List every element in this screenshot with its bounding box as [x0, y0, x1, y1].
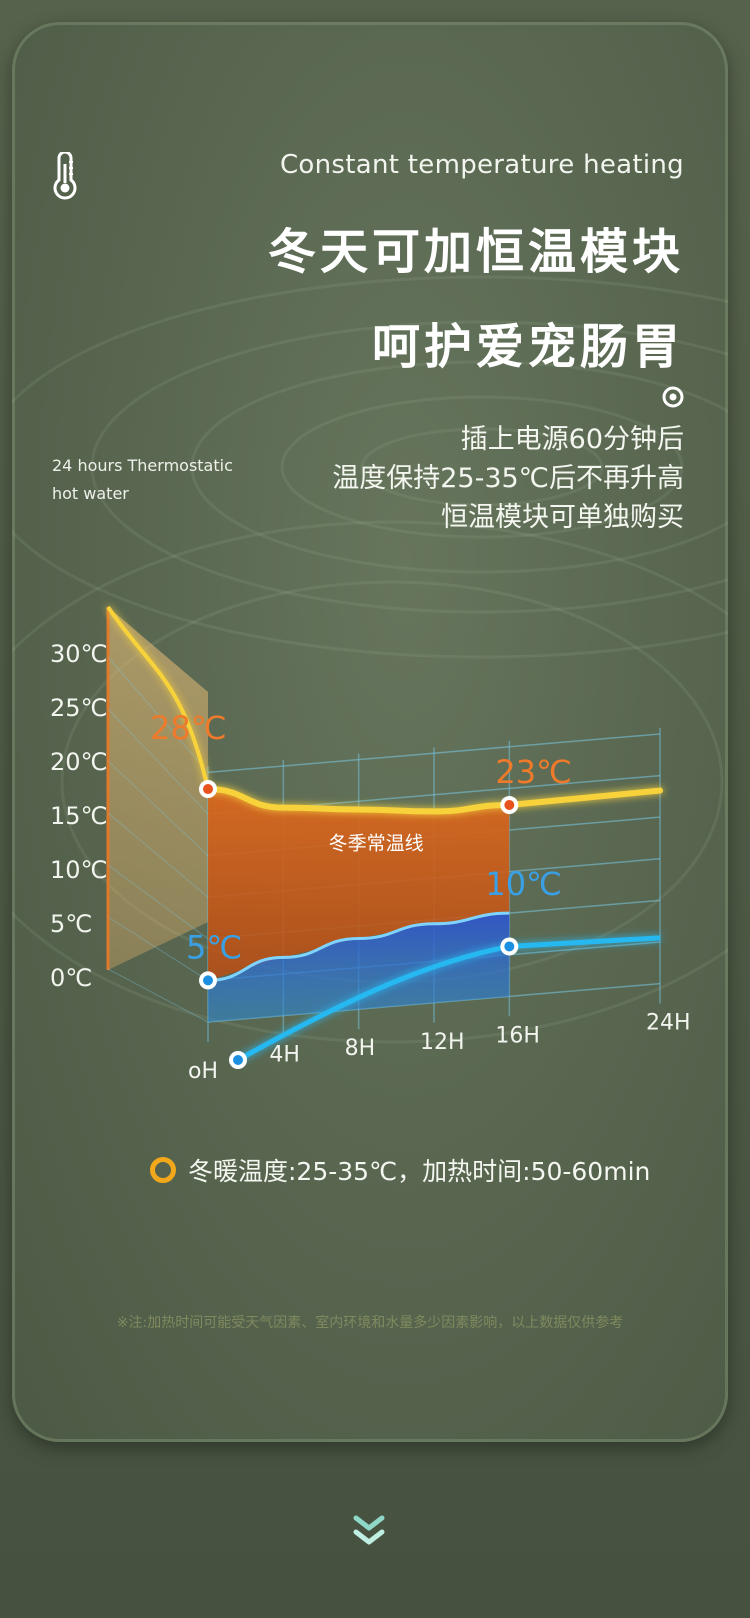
- grid-depth-line: [107, 864, 209, 940]
- grid-depth-line: [107, 812, 209, 898]
- content-card: Constant temperature heating 冬天可加恒温模块 呵护…: [12, 22, 728, 1442]
- grid-depth-line: [107, 760, 209, 856]
- cold-floor-start-point: [233, 1055, 243, 1065]
- warm-curve: [205, 786, 663, 815]
- footnote: ※注:加热时间可能受天气因素、室内环境和水量多少因素影响，以上数据仅供参考: [116, 1315, 624, 1331]
- x-tick-label: 4H: [269, 1043, 300, 1068]
- chart-labels: 30℃ 25℃ 20℃ 15℃ 10℃ 5℃ 0℃ oH 4H 8H 12H 16H 24H 28℃ 23℃…: [50, 640, 691, 1084]
- chart-curves: [106, 605, 663, 1063]
- annotation-label: 10℃: [485, 865, 562, 903]
- description-line-1: 插上电源60分钟后: [460, 424, 684, 455]
- warm-band-area: [208, 789, 510, 981]
- target-icon: [662, 386, 684, 408]
- description-line-3: 恒温模块可单独购买: [441, 502, 684, 533]
- y-tick-label: 5℃: [50, 910, 92, 938]
- x-tick-label: 24H: [646, 1011, 691, 1036]
- y-tick-label: 10℃: [50, 856, 108, 884]
- cold-area: [208, 913, 510, 1022]
- x-tick-label: oH: [188, 1059, 218, 1084]
- ring-icon: [150, 1157, 176, 1183]
- headline-primary: 冬天可加恒温模块: [267, 224, 684, 280]
- legend-text: 冬暖温度:25-35℃，加热时间:50-60min: [188, 1157, 651, 1186]
- double-chevron-down-icon[interactable]: [352, 1512, 386, 1552]
- cold-floor-curve: [236, 935, 661, 1063]
- cold-curve: [207, 911, 510, 982]
- cold-start-point: [203, 975, 213, 986]
- chart-areas: [208, 789, 510, 1022]
- x-tick-label: 16H: [495, 1023, 540, 1048]
- side-note-line-2: hot water: [52, 484, 129, 503]
- annotation-label: 5℃: [186, 928, 242, 966]
- temperature-chart: 30℃ 25℃ 20℃ 15℃ 10℃ 5℃ 0℃ oH 4H 8H 12H 16H 24H 28℃ 23℃…: [50, 605, 691, 1084]
- side-note: 24 hours Thermostatic hot water: [52, 452, 233, 508]
- back-wall: [106, 607, 208, 970]
- headline-secondary: 呵护爱宠肠胃: [371, 319, 684, 375]
- grid-depth-line: [107, 656, 209, 773]
- x-tick-label: 8H: [345, 1036, 376, 1061]
- warm-curve-wall-segment: [106, 605, 210, 790]
- legend: 冬暖温度:25-35℃，加热时间:50-60min: [150, 1152, 650, 1188]
- x-tick-label: 12H: [420, 1030, 465, 1055]
- warm-end-point: [504, 800, 515, 811]
- thermometer-icon: [53, 152, 77, 200]
- description-block: 插上电源60分钟后 温度保持25-35℃后不再升高 恒温模块可单独购买: [332, 420, 684, 537]
- annotation-label: 28℃: [150, 709, 227, 747]
- y-tick-label: 20℃: [50, 748, 108, 776]
- grid-depth-line: [107, 708, 209, 815]
- grid-depth-line: [107, 968, 209, 1023]
- curve-label: 冬季常温线: [329, 833, 424, 855]
- y-tick-label: 25℃: [50, 694, 108, 722]
- chart-points: [199, 780, 519, 1069]
- description-line-2: 温度保持25-35℃后不再升高: [332, 463, 684, 494]
- y-tick-label: 0℃: [50, 964, 92, 992]
- y-tick-label: 30℃: [50, 640, 108, 668]
- warm-start-point: [203, 784, 213, 795]
- english-subtitle: Constant temperature heating: [279, 150, 684, 180]
- annotation-label: 23℃: [495, 753, 572, 791]
- side-note-line-1: 24 hours Thermostatic: [52, 456, 233, 475]
- y-tick-label: 15℃: [50, 802, 108, 830]
- grid-depth-line: [107, 916, 209, 981]
- cold-floor-end-point: [504, 941, 515, 952]
